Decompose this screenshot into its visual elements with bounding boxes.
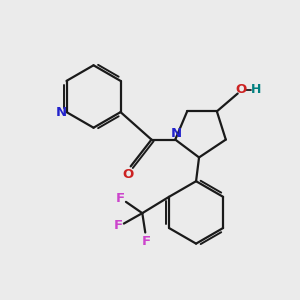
Text: F: F: [113, 218, 122, 232]
Text: N: N: [56, 106, 67, 118]
Text: N: N: [170, 127, 182, 140]
Text: F: F: [142, 235, 151, 248]
Text: F: F: [116, 192, 125, 205]
Text: H: H: [251, 83, 261, 97]
Text: O: O: [236, 83, 247, 97]
Text: O: O: [122, 168, 133, 181]
